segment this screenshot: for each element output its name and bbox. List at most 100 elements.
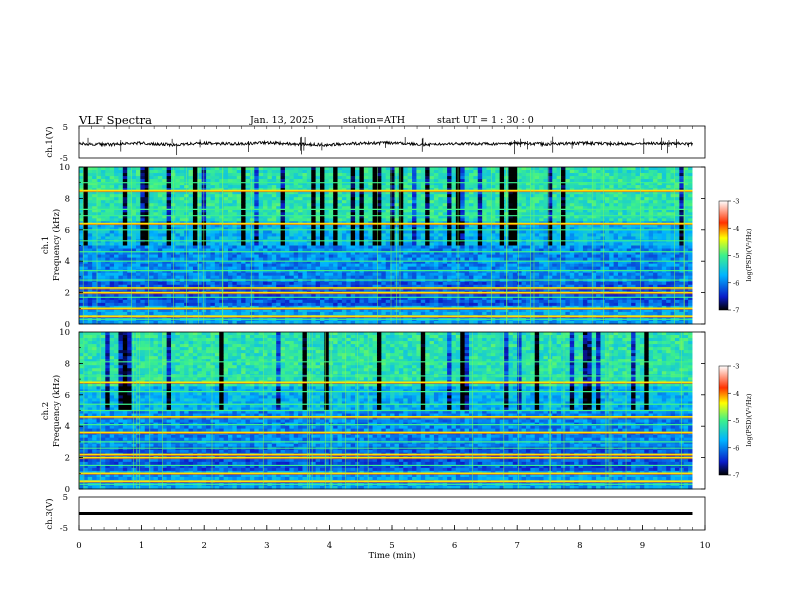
spectrogram-cell xyxy=(372,233,378,237)
spectrogram-cell xyxy=(512,233,518,237)
spectrogram-cell xyxy=(648,269,654,274)
spectrogram-cell xyxy=(464,248,470,252)
spectrogram-cell xyxy=(530,269,536,274)
spectrogram-cell xyxy=(582,185,588,189)
spectrogram-cell xyxy=(341,254,347,258)
spectrogram-cell xyxy=(666,167,671,171)
spectrogram-cell xyxy=(227,191,233,195)
spectrogram-cell xyxy=(569,245,575,249)
spectrogram-cell xyxy=(206,218,211,222)
spectrogram-cell xyxy=(670,185,676,189)
spectrogram-cell xyxy=(188,257,194,261)
spectrogram-cell xyxy=(83,263,89,268)
spectrogram-cell xyxy=(109,218,115,222)
spectrogram-cell xyxy=(227,233,233,237)
spectrogram-cell xyxy=(122,176,128,180)
spectrogram-cell xyxy=(508,269,514,274)
spectrogram-cell xyxy=(604,194,610,198)
spectrogram-cell xyxy=(210,206,216,210)
spectrogram-cell xyxy=(276,200,281,204)
spectrogram-cell xyxy=(482,215,487,219)
spectrogram-cell xyxy=(552,167,558,171)
spectrogram-cell xyxy=(109,227,115,231)
spectrogram-cell xyxy=(192,176,198,180)
spectrogram-cell xyxy=(552,248,558,252)
spectrogram-cell xyxy=(337,269,343,274)
spectrogram-cell xyxy=(324,257,330,261)
spectrogram-cell xyxy=(525,179,531,183)
spectrogram-cell xyxy=(328,215,334,219)
spectrogram-cell xyxy=(140,200,146,204)
spectrogram-cell xyxy=(188,176,194,180)
spectrogram-cell xyxy=(105,224,111,228)
spectrogram-cell xyxy=(79,197,84,201)
spectrogram-cell xyxy=(626,227,632,231)
spectrogram-cell xyxy=(600,176,606,180)
spectrogram-cell xyxy=(245,212,251,216)
spectrogram-cell xyxy=(530,263,536,268)
spectrogram-cell xyxy=(131,182,137,186)
spectrogram-cell xyxy=(596,248,601,252)
spectrogram-cell xyxy=(451,182,457,186)
spectrogram-cell xyxy=(254,182,260,186)
spectrogram-cell xyxy=(670,176,676,180)
spectrogram-cell xyxy=(609,209,614,213)
spectrogram-cell xyxy=(617,179,623,183)
spectrogram-cell xyxy=(109,215,115,219)
spectrogram-cell xyxy=(241,191,246,195)
spectrogram-cell xyxy=(258,194,264,198)
spectrogram-cell xyxy=(298,227,303,231)
spectrogram-cell xyxy=(284,248,290,252)
spectrogram-cell xyxy=(477,269,483,274)
spectrogram-cell xyxy=(433,170,439,174)
spectrogram-cell xyxy=(227,194,233,198)
spectrogram-cell xyxy=(517,173,522,177)
spectrogram-cell xyxy=(355,212,360,216)
spectrogram-cell xyxy=(175,218,181,222)
spectrogram-cell xyxy=(587,245,593,249)
spectrogram-cell xyxy=(271,251,277,255)
spectrogram-cell xyxy=(219,245,224,249)
spectrogram-cell xyxy=(157,263,163,268)
spectrogram-cell xyxy=(508,179,514,183)
spectrogram-cell xyxy=(188,182,194,186)
spectrogram-cell xyxy=(539,263,544,268)
spectrogram-cell xyxy=(258,245,264,249)
spectrogram-cell xyxy=(403,194,409,198)
spectrogram-cell xyxy=(271,260,277,265)
spectrogram-cell xyxy=(153,200,159,204)
spectrogram-cell xyxy=(320,266,325,271)
spectrogram-cell xyxy=(210,263,216,268)
spectrogram-cell xyxy=(368,206,373,210)
spectrogram-cell xyxy=(192,254,198,258)
spectrogram-cell xyxy=(311,200,317,204)
spectrogram-cell xyxy=(604,170,610,174)
spectrogram-cell xyxy=(324,215,330,219)
spectrogram-cell xyxy=(420,167,426,171)
spectrogram-cell xyxy=(442,245,448,249)
spectrogram-cell xyxy=(149,266,154,271)
spectrogram-cell xyxy=(679,269,685,274)
spectrogram-cell xyxy=(447,194,452,198)
spectrogram-cell xyxy=(219,242,224,246)
spectrogram-cell xyxy=(539,218,544,222)
spectrogram-cell xyxy=(429,215,435,219)
spectrogram-cell xyxy=(521,191,527,195)
spectrogram-cell xyxy=(96,251,102,255)
spectrogram-cell xyxy=(490,236,496,240)
spectrogram-cell xyxy=(368,170,373,174)
spectrogram-cell xyxy=(214,266,220,271)
spectrogram-cell xyxy=(565,245,571,249)
spectrogram-cell xyxy=(350,245,356,249)
spectrogram-cell xyxy=(653,227,658,231)
spectrogram-cell xyxy=(596,260,601,265)
spectrogram-cell xyxy=(591,212,597,216)
spectrogram-cell xyxy=(232,170,238,174)
spectrogram-cell xyxy=(122,248,128,252)
spectrogram-cell xyxy=(210,227,216,231)
spectrogram-cell xyxy=(499,173,505,177)
spectrogram-cell xyxy=(661,269,667,274)
spectrogram-cell xyxy=(398,179,404,183)
spectrogram-cell xyxy=(407,170,413,174)
spectrogram-cell xyxy=(153,227,159,231)
